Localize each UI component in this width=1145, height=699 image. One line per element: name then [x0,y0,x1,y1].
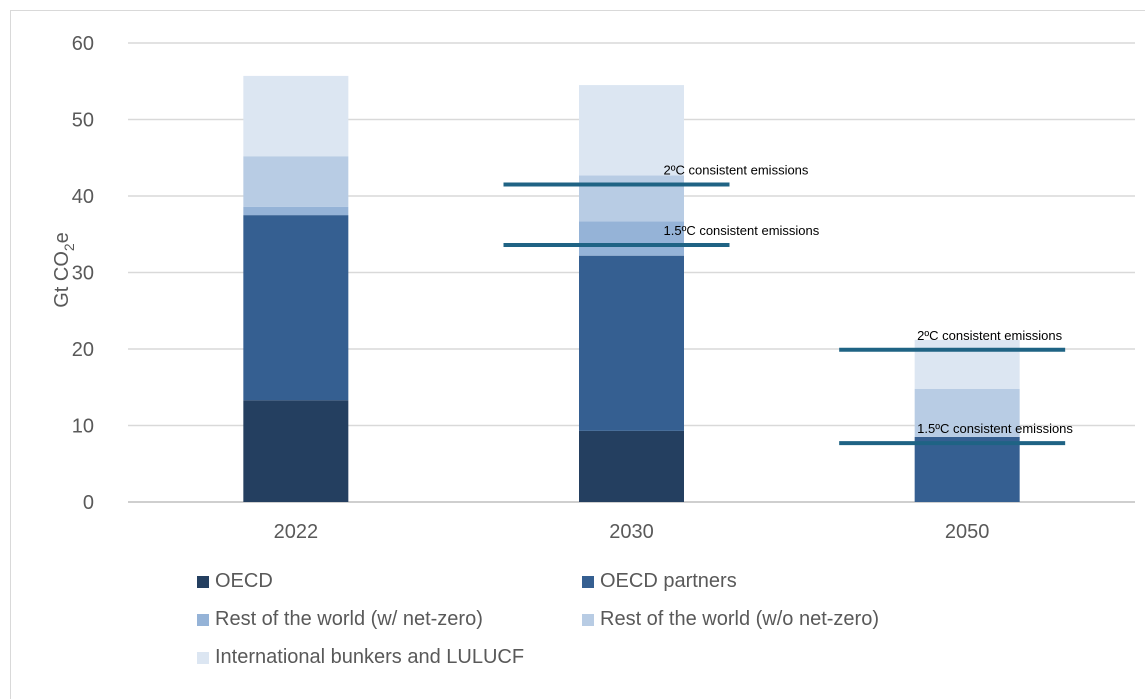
y-tick-label: 40 [72,186,94,208]
legend-item: OECD [197,570,273,593]
legend-label: OECD [215,570,273,592]
legend-item: International bunkers and LULUCF [197,646,524,669]
y-tick-label: 60 [72,33,94,55]
reference-line-label: 2ºC consistent emissions [917,328,1062,343]
x-tick-label: 2050 [945,521,990,543]
y-tick-label: 0 [83,492,94,514]
legend-label: OECD partners [600,570,737,592]
bar-segment [579,85,684,176]
legend-swatch [582,613,594,626]
x-tick-label: 2022 [274,521,319,543]
bar-segment [243,215,349,401]
y-axis-label-suffix: e [51,232,73,243]
bar-segment [243,156,349,207]
reference-line-label: 2ºC consistent emissions [664,163,809,178]
y-tick-label: 20 [72,339,94,361]
reference-lines: 2ºC consistent emissions 1.5ºC consistent… [503,163,1073,446]
y-tick-label: 30 [72,263,94,285]
legend-swatch [197,651,209,664]
x-axis-ticks: 2022 2030 2050 [274,521,990,543]
bar-segment [914,388,1020,437]
legend-swatch [197,575,209,588]
legend-item: Rest of the world (w/o net-zero) [582,608,879,631]
legend-label: Rest of the world (w/ net-zero) [215,608,483,630]
bar-segment [914,339,1020,389]
x-tick-label: 2030 [609,521,654,543]
bar-segment [579,175,684,222]
legend-label: Rest of the world (w/o net-zero) [600,608,879,630]
bar-segment [243,206,349,216]
y-tick-label: 10 [72,416,94,438]
bar-segment [579,430,684,502]
reference-line-label: 1.5ºC consistent emissions [664,223,820,238]
bar-segment [243,75,349,157]
chart-frame [10,10,1145,699]
legend-swatch [582,575,594,588]
y-axis-label-subscript: 2 [61,243,77,251]
legend-item: OECD partners [582,570,737,593]
legend-label: International bunkers and LULUCF [215,646,525,668]
legend-item: Rest of the world (w/ net-zero) [197,608,483,631]
bar-segment [579,255,684,431]
bar-segment [243,400,349,502]
reference-line-label: 1.5ºC consistent emissions [917,421,1073,436]
bar-segment [579,221,684,256]
bar-segment [914,436,1020,502]
bars [243,75,1020,502]
legend-swatch [197,613,209,626]
y-axis-ticks: 0 10 20 30 40 50 60 [72,33,94,514]
y-tick-label: 50 [72,110,94,132]
y-axis-label-main: Gt CO [51,251,73,308]
y-axis-label: Gt CO2e [51,232,77,308]
